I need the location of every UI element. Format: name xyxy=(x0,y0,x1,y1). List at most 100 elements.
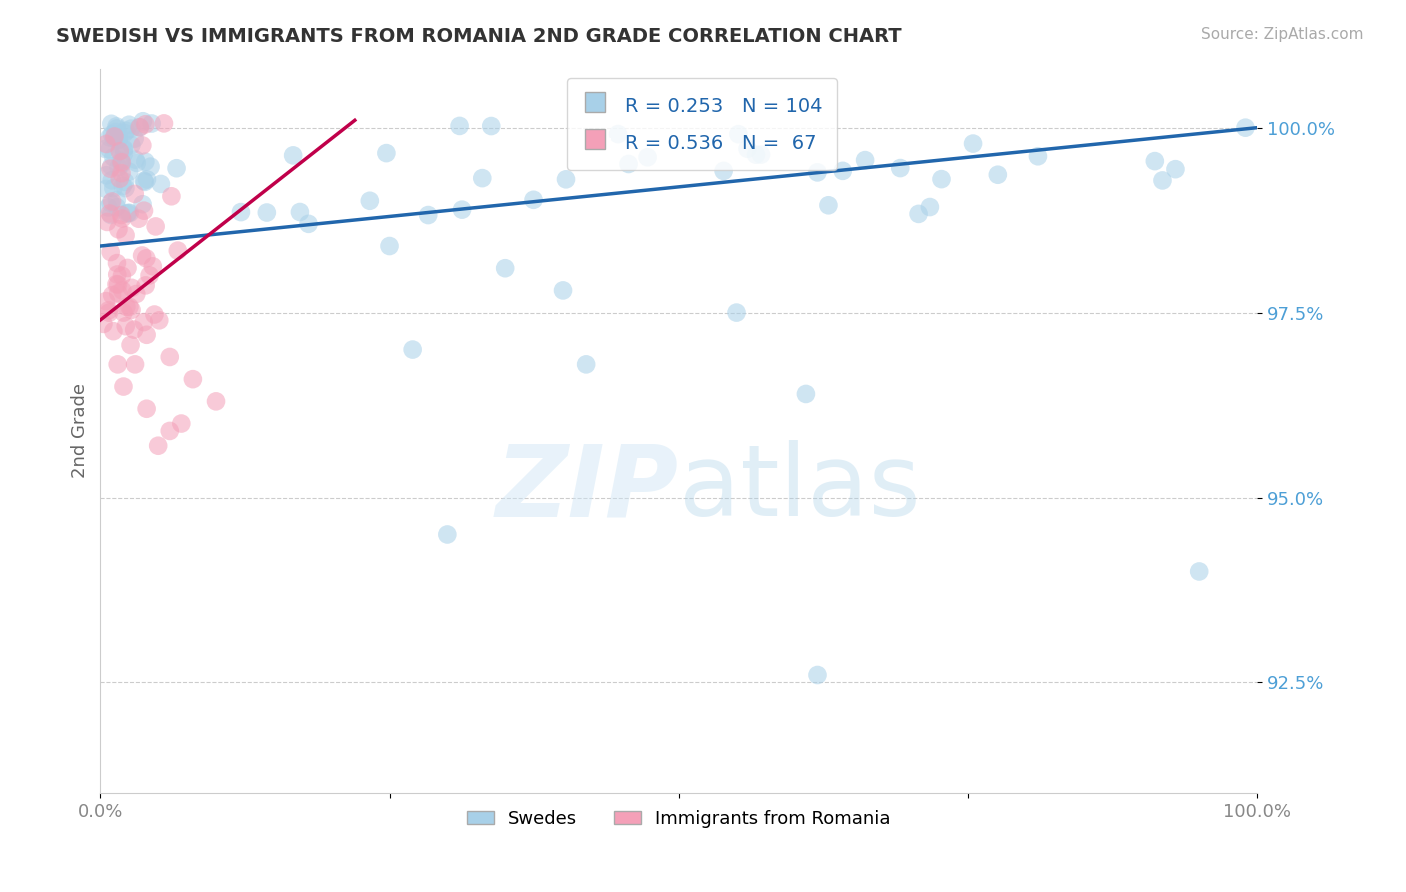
Point xyxy=(522,193,544,207)
Point xyxy=(142,260,165,274)
Point xyxy=(110,153,132,168)
Point xyxy=(103,129,125,144)
Point xyxy=(794,387,817,401)
Point xyxy=(111,155,134,169)
Point xyxy=(132,114,155,128)
Point xyxy=(806,668,828,682)
Point xyxy=(931,172,953,186)
Point xyxy=(713,164,735,178)
Point xyxy=(141,116,163,130)
Point xyxy=(107,277,129,292)
Point xyxy=(607,127,630,141)
Point xyxy=(107,161,129,175)
Point xyxy=(139,160,162,174)
Point xyxy=(907,207,929,221)
Point xyxy=(112,142,135,156)
Point xyxy=(112,379,135,393)
Point xyxy=(288,205,311,219)
Point xyxy=(111,284,134,298)
Point xyxy=(125,156,148,170)
Point xyxy=(131,248,153,262)
Point xyxy=(135,278,157,293)
Point xyxy=(551,284,574,298)
Point xyxy=(107,222,129,236)
Point xyxy=(117,260,139,275)
Point xyxy=(98,161,121,176)
Point xyxy=(111,268,134,283)
Point xyxy=(121,281,143,295)
Point xyxy=(96,182,118,196)
Point xyxy=(120,121,142,136)
Point xyxy=(101,128,124,142)
Point xyxy=(114,175,136,189)
Point xyxy=(159,424,181,438)
Point xyxy=(117,206,139,220)
Legend: Swedes, Immigrants from Romania: Swedes, Immigrants from Romania xyxy=(460,803,898,835)
Point xyxy=(987,168,1010,182)
Point xyxy=(145,219,167,234)
Point xyxy=(100,117,122,131)
Point xyxy=(93,317,115,331)
Point xyxy=(494,261,516,276)
Point xyxy=(148,439,170,453)
Point xyxy=(101,288,124,302)
Point xyxy=(229,205,252,219)
Point xyxy=(114,126,136,140)
Point xyxy=(918,200,941,214)
Point xyxy=(136,172,159,186)
Point xyxy=(143,308,166,322)
Point xyxy=(135,401,157,416)
Point xyxy=(160,189,183,203)
Point xyxy=(101,194,124,209)
Point xyxy=(205,394,228,409)
Point xyxy=(128,120,150,135)
Point xyxy=(131,197,153,211)
Point xyxy=(96,168,118,182)
Point xyxy=(128,211,150,226)
Point xyxy=(451,202,474,217)
Point xyxy=(159,350,181,364)
Point xyxy=(256,205,278,219)
Point xyxy=(94,142,117,156)
Text: Source: ZipAtlas.com: Source: ZipAtlas.com xyxy=(1201,27,1364,42)
Point xyxy=(725,305,748,319)
Point xyxy=(96,136,118,151)
Point xyxy=(110,166,132,180)
Point xyxy=(115,206,138,220)
Point xyxy=(124,153,146,167)
Point xyxy=(153,116,176,130)
Point xyxy=(1188,565,1211,579)
Point xyxy=(108,171,131,186)
Point xyxy=(107,357,129,371)
Text: ZIP: ZIP xyxy=(496,441,679,537)
Point xyxy=(125,287,148,301)
Point xyxy=(135,327,157,342)
Point xyxy=(401,343,423,357)
Point xyxy=(471,171,494,186)
Point xyxy=(359,194,381,208)
Point xyxy=(375,146,398,161)
Point xyxy=(118,206,141,220)
Point xyxy=(135,252,157,266)
Point xyxy=(134,175,156,189)
Point xyxy=(103,131,125,145)
Point xyxy=(132,174,155,188)
Point xyxy=(97,201,120,215)
Point xyxy=(111,178,134,193)
Point xyxy=(103,324,125,338)
Point xyxy=(100,245,122,260)
Point xyxy=(105,200,128,214)
Point xyxy=(1026,149,1049,163)
Point xyxy=(103,181,125,195)
Point xyxy=(181,372,204,386)
Point xyxy=(110,157,132,171)
Point xyxy=(100,196,122,211)
Point xyxy=(100,159,122,173)
Point xyxy=(105,256,128,270)
Point xyxy=(1164,162,1187,177)
Point xyxy=(105,121,128,136)
Point xyxy=(96,215,118,229)
Y-axis label: 2nd Grade: 2nd Grade xyxy=(72,384,89,478)
Point xyxy=(449,119,471,133)
Point xyxy=(124,131,146,145)
